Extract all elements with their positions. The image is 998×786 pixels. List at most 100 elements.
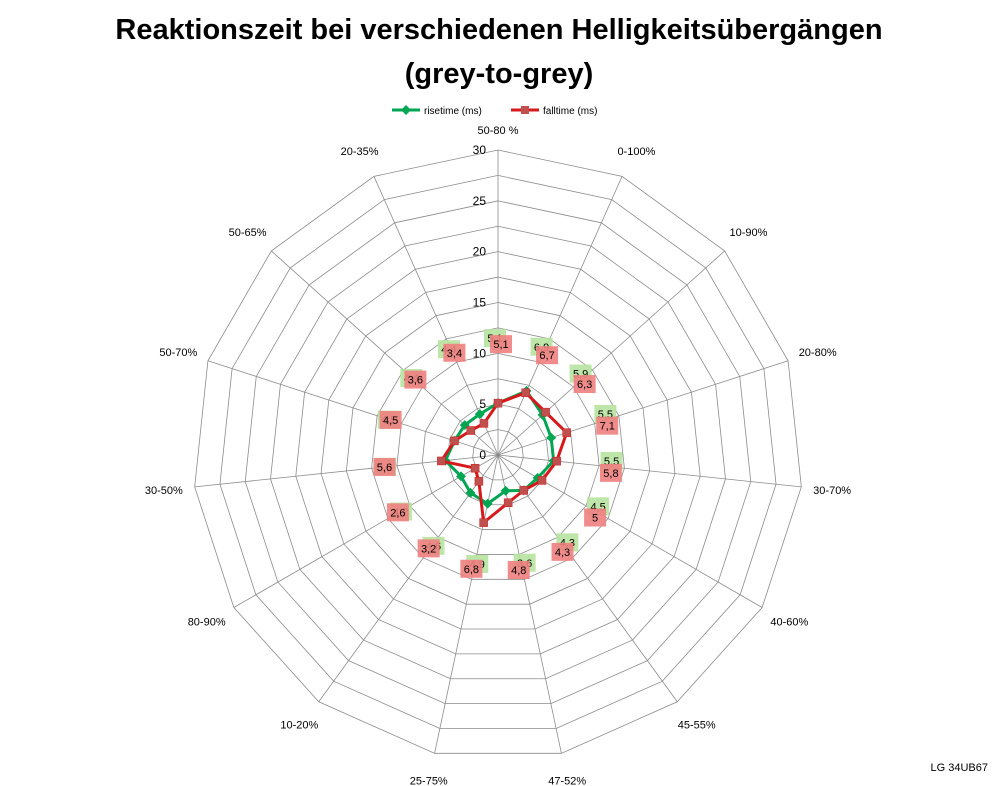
radial-tick-label: 0 <box>479 448 486 462</box>
falltime-point <box>466 426 476 435</box>
category-label: 0-100% <box>617 146 655 158</box>
grid-ring <box>396 352 600 555</box>
grid-ring <box>472 429 524 481</box>
risetime-point <box>482 498 493 509</box>
falltime-label-bg <box>584 508 607 527</box>
axis-label-layer: 50-80 % 0-100% 10-90% 20-80% 30-70% 40-60% 45-… <box>145 125 851 786</box>
risetime-point <box>546 432 557 443</box>
category-label: 25-75% <box>410 776 448 786</box>
falltime-data-label: 4,8 <box>511 565 526 577</box>
chart-title-line1: Reaktionszeit bei verschiedenen Helligke… <box>115 14 883 46</box>
falltime-point <box>521 388 530 398</box>
category-label: 30-70% <box>813 485 851 497</box>
falltime-data-label: 4,5 <box>383 415 398 427</box>
grid-spoke <box>194 454 499 488</box>
risetime-point <box>465 487 476 498</box>
grid-spoke <box>373 176 499 456</box>
series-layer <box>437 385 571 527</box>
category-label: 10-20% <box>280 719 318 731</box>
category-label: 80-90% <box>188 617 226 629</box>
tick-layer: 0 5 10 15 20 25 30 <box>473 143 487 462</box>
grid-ring <box>270 225 726 680</box>
grid-spoke <box>497 454 678 702</box>
grid-ring <box>219 175 777 729</box>
legend: risetime (ms) falltime (ms) <box>392 105 597 117</box>
category-label: 10-90% <box>729 227 767 239</box>
grid-spoke <box>318 454 499 702</box>
falltime-label-bg <box>386 503 409 522</box>
legend-label-1: falltime (ms) <box>543 106 597 117</box>
falltime-point <box>437 456 446 466</box>
radial-tick-label: 10 <box>473 346 487 360</box>
radial-tick-label: 25 <box>473 194 487 208</box>
grid-spoke <box>497 176 623 456</box>
falltime-point <box>479 518 488 527</box>
falltime-label-bg <box>551 542 574 561</box>
grid-ring <box>194 149 802 754</box>
falltime-point <box>562 428 571 437</box>
falltime-label-bg <box>373 457 396 476</box>
grid-ring <box>421 378 575 530</box>
falltime-data-label: 2,6 <box>390 507 405 519</box>
series-line-0 <box>443 389 556 506</box>
falltime-label-bg <box>599 463 622 482</box>
risetime-point <box>456 471 466 482</box>
falltime-label-bg <box>536 346 559 365</box>
falltime-label-bg <box>573 375 596 394</box>
chart-title-line2: (grey-to-grey) <box>404 58 594 90</box>
radial-tick-label: 15 <box>473 296 487 310</box>
category-label: 47-52% <box>548 776 586 786</box>
radial-tick-label: 30 <box>473 143 487 157</box>
falltime-point <box>474 477 484 486</box>
category-label: 20-80% <box>799 347 837 359</box>
grid-spoke <box>271 250 499 456</box>
category-label: 20-35% <box>341 146 379 158</box>
falltime-data-label: 5,8 <box>603 468 618 480</box>
falltime-point <box>552 456 561 466</box>
category-label: 30-50% <box>145 485 183 497</box>
falltime-label-bg <box>460 559 483 578</box>
category-label: 40-60% <box>770 617 808 629</box>
risetime-point <box>474 409 485 420</box>
chart-title: Reaktionszeit bei verschiedenen Helligke… <box>0 8 998 96</box>
falltime-point <box>503 498 513 507</box>
falltime-data-label: 6,8 <box>464 564 479 576</box>
falltime-label-bg <box>490 335 512 354</box>
falltime-label-bg <box>417 539 440 558</box>
grid-ring <box>295 251 701 655</box>
falltime-data-label: 3,2 <box>421 543 436 555</box>
falltime-data-label: 3,6 <box>408 375 423 387</box>
falltime-data-label: 4,3 <box>555 547 570 559</box>
falltime-label-bg <box>379 410 402 429</box>
falltime-label-bg <box>507 561 530 580</box>
grid-spoke <box>497 454 802 488</box>
grid-spoke <box>207 360 499 456</box>
falltime-point <box>450 436 459 446</box>
legend-marker-risetime <box>401 105 411 115</box>
falltime-data-label: 3,4 <box>447 348 462 360</box>
grid-layer <box>194 149 802 754</box>
grid-ring <box>244 200 752 705</box>
grid-ring <box>447 403 549 506</box>
falltime-point <box>541 407 550 417</box>
grid-ring <box>371 327 625 580</box>
grid-spoke <box>233 454 499 608</box>
radial-tick-label: 5 <box>479 397 486 411</box>
falltime-label-bg <box>443 343 466 362</box>
risetime-point <box>500 485 511 496</box>
falltime-point <box>493 398 503 408</box>
grid-spoke <box>497 250 725 456</box>
legend-label-0: risetime (ms) <box>424 106 482 117</box>
falltime-data-label: 5,6 <box>377 462 392 474</box>
category-label: 50-70% <box>159 347 197 359</box>
category-label: 45-55% <box>678 719 716 731</box>
falltime-data-label: 6,3 <box>577 379 592 391</box>
falltime-data-label: 7,1 <box>600 421 615 433</box>
grid-ring <box>320 276 676 630</box>
series-line-1 <box>439 391 569 525</box>
radial-tick-label: 20 <box>473 245 487 259</box>
model-caption: LG 34UB67 <box>930 762 988 774</box>
grid-ring <box>345 302 651 605</box>
falltime-point <box>537 476 547 485</box>
